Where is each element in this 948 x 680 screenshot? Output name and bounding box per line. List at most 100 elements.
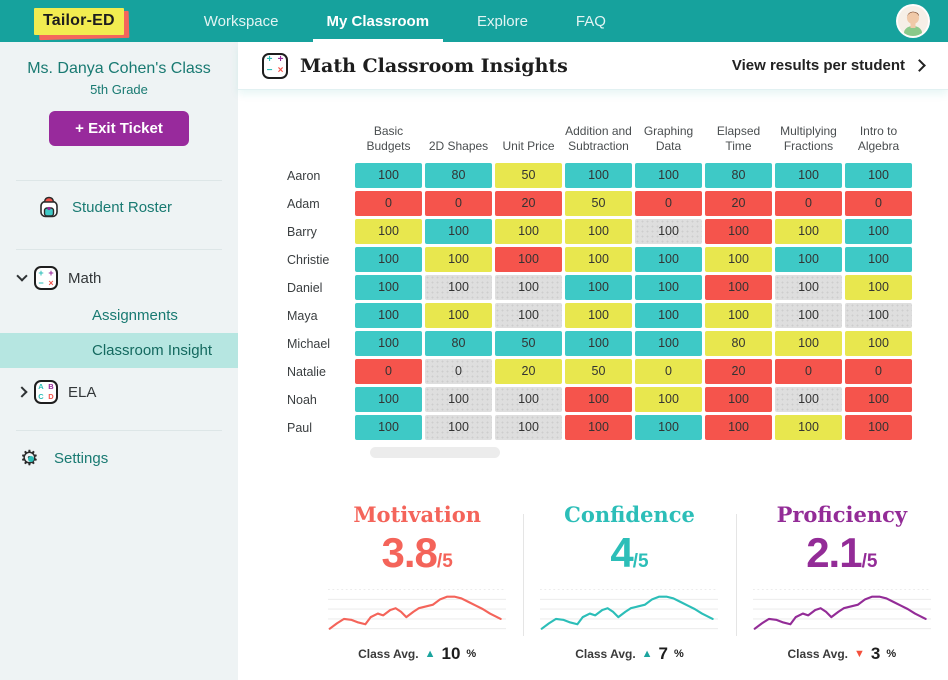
heatmap-cell: 100 — [845, 387, 912, 412]
heatmap-cell: 100 — [775, 163, 842, 188]
chevron-right-icon — [16, 386, 28, 398]
heatmap-cell: 20 — [495, 191, 562, 216]
heatmap-cell: 100 — [775, 331, 842, 356]
heatmap-cell: 100 — [565, 163, 632, 188]
heatmap-cell: 100 — [635, 303, 702, 328]
heatmap-cell: 100 — [775, 247, 842, 272]
student-name: Michael — [287, 336, 331, 351]
exit-ticket-button[interactable]: + Exit Ticket — [49, 111, 189, 146]
chevron-down-icon — [16, 270, 28, 282]
math-label: Math — [68, 269, 102, 287]
heatmap-cell: 50 — [565, 191, 632, 216]
nav-explore[interactable]: Explore — [477, 12, 528, 30]
card-value: 3.8/5 — [381, 529, 453, 576]
heatmap-cell: 50 — [495, 331, 562, 356]
table-row: Christie 100 100 100 100 100 100 100 100 — [285, 247, 948, 272]
class-grade: 5th Grade — [90, 82, 148, 97]
heatmap-cell: 100 — [495, 303, 562, 328]
main-header: + + − × Math Classroom Insights View result… — [238, 42, 948, 90]
heatmap-cell: 100 — [355, 387, 422, 412]
student-roster-label: Student Roster — [72, 198, 173, 216]
metric-card-confidence: Confidence 4/5 Class Avg. ▲ — [523, 500, 735, 664]
column-header: Unit Price — [502, 139, 555, 153]
nav-workspace[interactable]: Workspace — [203, 12, 279, 30]
heatmap-cell: 100 — [705, 219, 772, 244]
heatmap-cell: 100 — [565, 247, 632, 272]
card-title: Proficiency — [776, 502, 908, 527]
heatmap-cell: 100 — [775, 219, 842, 244]
insights-heatmap: Basic Budgets 2D Shapes Unit Price Addition… — [285, 124, 948, 440]
sparkline-path — [328, 595, 502, 630]
table-row: Aaron 100 80 50 100 100 80 100 100 — [285, 163, 948, 188]
table-row: Adam 0 0 20 50 0 20 0 0 — [285, 191, 948, 216]
card-value: 4/5 — [610, 529, 649, 576]
app-logo[interactable]: Tailor-ED — [34, 7, 130, 40]
heatmap-cell: 0 — [775, 191, 842, 216]
class-name: Ms. Danya Cohen's Class — [27, 60, 211, 77]
view-results-per-student-link[interactable]: View results per student — [731, 57, 926, 74]
heatmap-cell: 100 — [845, 219, 912, 244]
sidebar-item-math[interactable]: + + − × Math — [0, 250, 238, 298]
math-subject-icon: + + − × — [34, 266, 58, 290]
heatmap-cell: 100 — [425, 247, 492, 272]
heatmap-cell: 100 — [775, 303, 842, 328]
student-name: Paul — [287, 420, 313, 435]
heatmap-cell: 100 — [565, 331, 632, 356]
math-insights-icon: + + − × — [262, 52, 288, 79]
student-name: Barry — [287, 224, 317, 239]
card-title: Motivation — [353, 502, 482, 527]
heatmap-cell: 100 — [635, 387, 702, 412]
horizontal-scrollbar[interactable] — [370, 447, 500, 458]
user-avatar[interactable] — [896, 4, 930, 38]
sidebar-item-settings[interactable]: ⚙ Settings — [0, 431, 238, 485]
table-row: Paul 100 100 100 100 100 100 100 100 — [285, 415, 948, 440]
sidebar-divider — [16, 249, 222, 250]
column-header: Basic Budgets — [366, 124, 411, 153]
heatmap-cell: 100 — [705, 415, 772, 440]
class-avg-row: Class Avg. ▲ 10% — [358, 644, 477, 663]
heatmap-cell: 100 — [355, 331, 422, 356]
sidebar-item-classroom-insight[interactable]: Classroom Insight — [0, 333, 238, 368]
page-title: Math Classroom Insights — [300, 54, 568, 77]
class-avg-row: Class Avg. ▼ 3% — [787, 644, 897, 663]
table-row: Michael 100 80 50 100 100 80 100 100 — [285, 331, 948, 356]
trend-up-icon: ▲ — [424, 648, 436, 660]
nav-my-classroom[interactable]: My Classroom — [303, 0, 454, 42]
heatmap-cell: 0 — [635, 191, 702, 216]
heatmap-cell: 100 — [635, 275, 702, 300]
heatmap-cell: 100 — [845, 275, 912, 300]
nav-faq[interactable]: FAQ — [575, 12, 606, 30]
sidebar-item-assignments[interactable]: Assignments — [92, 307, 178, 324]
heatmap-cell: 100 — [355, 303, 422, 328]
column-header: 2D Shapes — [428, 139, 489, 153]
column-header: Intro to Algebra — [857, 124, 900, 153]
heatmap-cell: 0 — [355, 359, 422, 384]
heatmap-cell: 100 — [425, 387, 492, 412]
heatmap-cell: 100 — [775, 275, 842, 300]
student-name: Aaron — [287, 168, 321, 183]
heatmap-cell: 80 — [425, 163, 492, 188]
heatmap-cell: 80 — [425, 331, 492, 356]
heatmap-cell: 100 — [845, 415, 912, 440]
heatmap-cell: 100 — [565, 387, 632, 412]
heatmap-cell: 100 — [705, 275, 772, 300]
view-results-label: View results per student — [731, 57, 905, 74]
heatmap-cell: 100 — [355, 219, 422, 244]
heatmap-cell: 100 — [845, 247, 912, 272]
sidebar-item-student-roster[interactable]: Student Roster — [0, 181, 238, 233]
heatmap-cell: 100 — [565, 275, 632, 300]
confidence-sparkline-chart — [540, 589, 719, 630]
heatmap-cell: 100 — [495, 275, 562, 300]
heatmap-cell: 100 — [845, 331, 912, 356]
student-name: Noah — [287, 392, 317, 407]
heatmap-cell: 100 — [425, 219, 492, 244]
heatmap-cell: 0 — [635, 359, 702, 384]
heatmap-cell: 100 — [705, 387, 772, 412]
student-name: Natalie — [287, 364, 326, 379]
main-content: Basic Budgets 2D Shapes Unit Price Addition… — [238, 90, 948, 664]
heatmap-cell: 0 — [845, 191, 912, 216]
heatmap-cell: 100 — [635, 219, 702, 244]
